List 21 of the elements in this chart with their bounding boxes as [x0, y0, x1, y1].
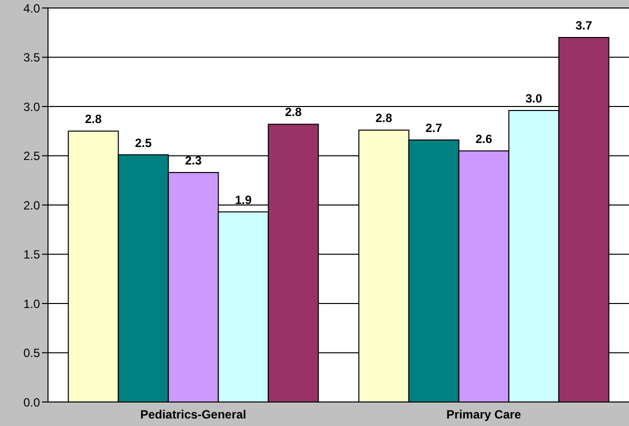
y-tick-label: 2.0 [23, 198, 40, 212]
data-label: 2.8 [375, 111, 392, 126]
y-tick-label: 3.0 [23, 100, 40, 114]
y-tick-label: 2.5 [23, 149, 40, 164]
y-tick-label: 0.0 [23, 395, 40, 410]
data-label: 2.5 [134, 136, 152, 150]
data-label: 2.3 [184, 153, 202, 168]
data-label: 3.0 [525, 91, 542, 106]
data-label: 1.9 [234, 192, 252, 207]
y-tick-label: 1.0 [23, 296, 40, 311]
y-tick-label: 1.5 [23, 248, 40, 262]
data-label: 2.8 [284, 105, 302, 120]
y-tick-label: 4.0 [23, 1, 40, 16]
data-label: 2.6 [475, 132, 492, 146]
x-tick-label: Primary Care [446, 408, 522, 422]
data-label: 2.8 [84, 112, 102, 126]
y-tick-label: 0.5 [23, 346, 40, 360]
data-label: 3.7 [575, 18, 592, 33]
x-tick-label: Pediatrics-General [140, 408, 246, 422]
y-tick-label: 3.5 [23, 50, 40, 65]
data-label: 2.7 [425, 120, 442, 135]
